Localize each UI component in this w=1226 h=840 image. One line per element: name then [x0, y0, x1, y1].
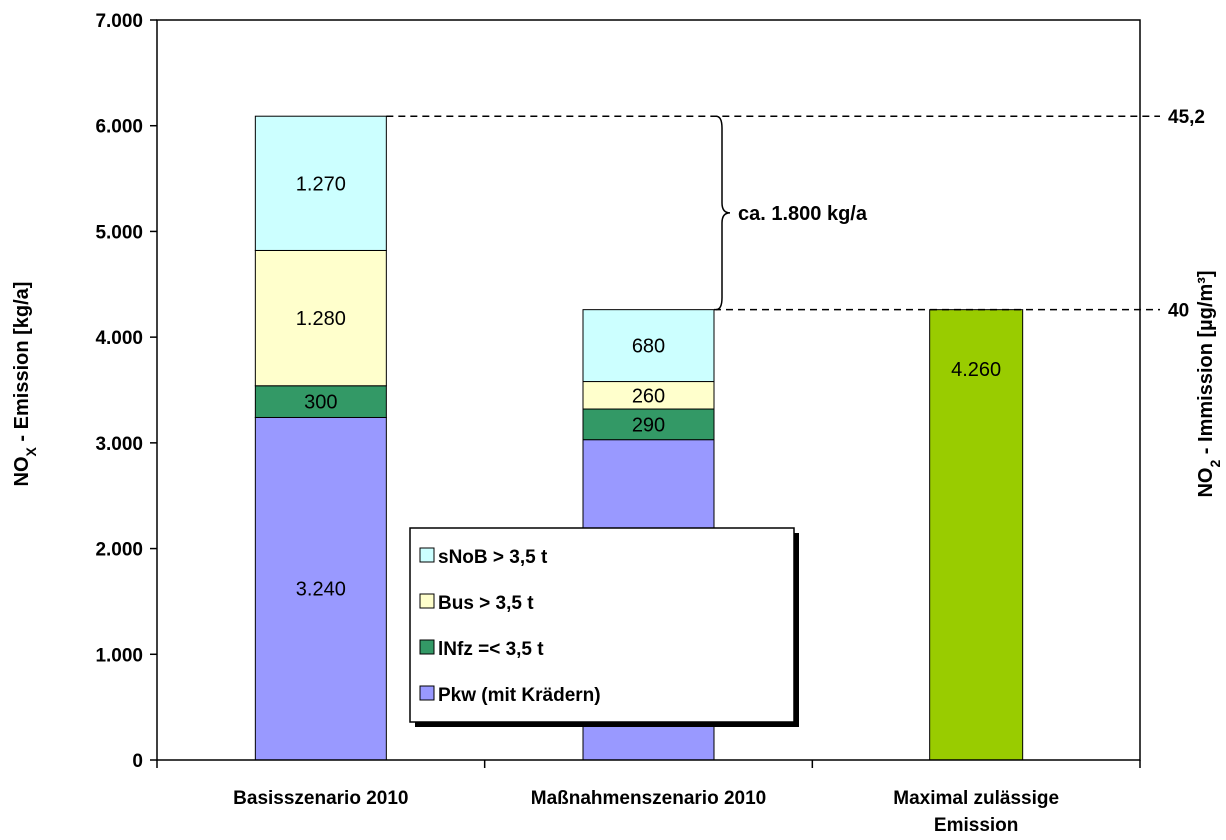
legend-swatch: [419, 547, 435, 563]
data-label: 300: [304, 392, 337, 414]
right-axis-mark: 45,2: [1168, 107, 1205, 128]
y-tick-label: 7.000: [95, 11, 143, 32]
legend-label: Pkw (mit Krädern): [438, 685, 601, 706]
y-tick-label: 2.000: [95, 540, 143, 561]
data-label: 1.270: [296, 173, 346, 195]
x-tick-label: Maximal zulässige: [893, 788, 1059, 809]
axes-group: 0 1.000 2.000 3.000 4.000 5.000 6.000 7.000 Basi…: [95, 11, 1141, 836]
bar-segment: [254, 385, 387, 418]
legend-swatch: [419, 593, 435, 609]
x-tick-label: Basisszenario 2010: [233, 788, 408, 809]
bar-segment: [582, 381, 715, 410]
reference-lines: 45,2 40: [386, 107, 1205, 322]
x-tick-label: Emission: [934, 815, 1018, 836]
legend-swatch: [419, 685, 435, 701]
x-tick-label: Maßnahmenszenario 2010: [531, 788, 766, 809]
data-label: 290: [632, 414, 665, 436]
legend: sNoB > 3,5 t Bus > 3,5 t lNfz =< 3,5 t Pkw …: [409, 527, 799, 727]
bar-segment: [254, 115, 387, 251]
y-tick-label: 3.000: [95, 434, 143, 455]
data-label: 1.280: [296, 308, 346, 330]
data-label: 260: [632, 385, 665, 407]
bar-segment: [254, 416, 387, 761]
annotation-label: ca. 1.800 kg/a: [738, 203, 868, 225]
bar-segment: [582, 408, 715, 441]
y-axis-title-right: NO2 - Immission [µg/m³]: [1195, 270, 1223, 497]
legend-label: Bus > 3,5 t: [438, 593, 534, 614]
axis-titles: NOX - Emission [kg/a] NO2 - Immission [µg…: [11, 270, 1223, 497]
right-axis-mark: 40: [1168, 301, 1189, 322]
data-label: 4.260: [951, 359, 1001, 381]
y-axis-title-left: NOX - Emission [kg/a]: [11, 282, 39, 487]
legend-label: sNoB > 3,5 t: [438, 547, 548, 568]
data-label: 680: [632, 336, 665, 358]
brace-icon: [715, 115, 731, 311]
legend-swatch: [419, 639, 435, 655]
plot-frame: [156, 19, 1141, 761]
y-tick-label: 0: [132, 751, 143, 772]
bar-segment: [254, 249, 387, 387]
data-label: 3.240: [296, 579, 346, 601]
y-tick-label: 6.000: [95, 117, 143, 138]
bar-segment: [582, 309, 715, 383]
legend-box: [409, 527, 795, 723]
y-tick-label: 1.000: [95, 645, 143, 666]
y-tick-label: 5.000: [95, 222, 143, 243]
bar-limit: [929, 309, 1024, 761]
legend-label: lNfz =< 3,5 t: [438, 639, 544, 660]
annotation-group: ca. 1.800 kg/a: [715, 115, 868, 311]
y-tick-label: 4.000: [95, 328, 143, 349]
